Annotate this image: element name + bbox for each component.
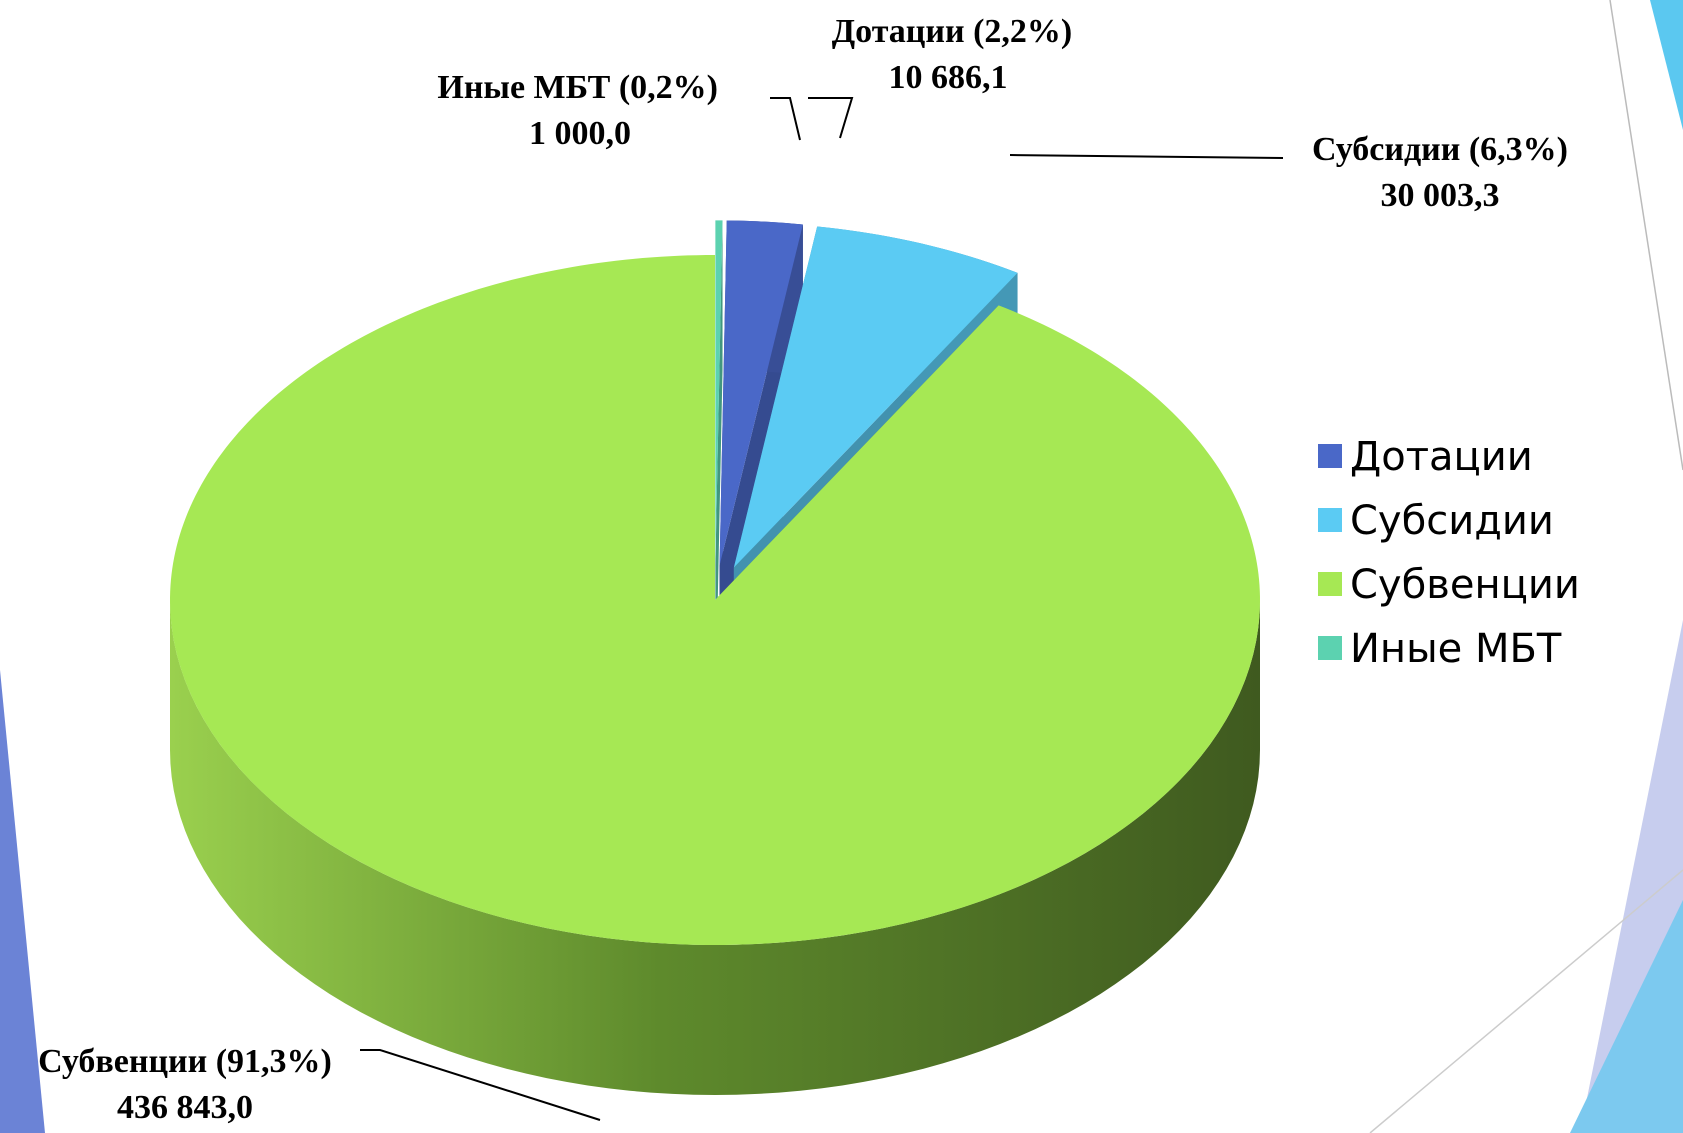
pie-slice — [733, 226, 1018, 568]
decor — [1650, 0, 1683, 130]
pie-slice — [719, 220, 803, 566]
decor — [1570, 900, 1683, 1133]
data-label: Субвенции (91,3%) — [38, 1043, 332, 1080]
data-label: Субсидии (6,3%) — [1312, 131, 1568, 168]
legend: Дотации Субсидии Субвенции Иные МБТ — [1318, 434, 1580, 672]
leader-line — [770, 97, 801, 141]
leader-line — [1009, 154, 1284, 159]
side-wall — [170, 600, 1260, 1095]
value-label: 10 686,1 — [889, 59, 1008, 96]
data-label: Иные МБТ (0,2%) — [437, 69, 718, 106]
legend-label: Иные МБТ — [1350, 626, 1562, 672]
legend-swatch — [1318, 508, 1342, 532]
leader-line — [360, 1049, 601, 1121]
value-label: 1 000,0 — [529, 115, 631, 152]
decor — [1609, 0, 1683, 471]
pie-slice — [715, 220, 723, 566]
value-label: 30 003,3 — [1381, 177, 1500, 214]
labels: Дотации (2,2%) 10 686,1 Субсидии (6,3%) … — [38, 13, 1568, 1126]
decor — [0, 670, 45, 1133]
pie — [170, 220, 1260, 1095]
legend-swatch — [1318, 636, 1342, 660]
legend-label: Субвенции — [1350, 562, 1580, 608]
decor — [1369, 869, 1683, 1133]
value-label: 436 843,0 — [117, 1089, 253, 1126]
pie-slice — [170, 255, 1260, 945]
legend-swatch — [1318, 444, 1342, 468]
leader-line — [808, 97, 854, 139]
legend-swatch — [1318, 572, 1342, 596]
legend-label: Субсидии — [1350, 498, 1554, 544]
legend-label: Дотации — [1350, 434, 1533, 480]
data-label: Дотации (2,2%) — [832, 13, 1072, 50]
cut-face — [715, 220, 723, 716]
